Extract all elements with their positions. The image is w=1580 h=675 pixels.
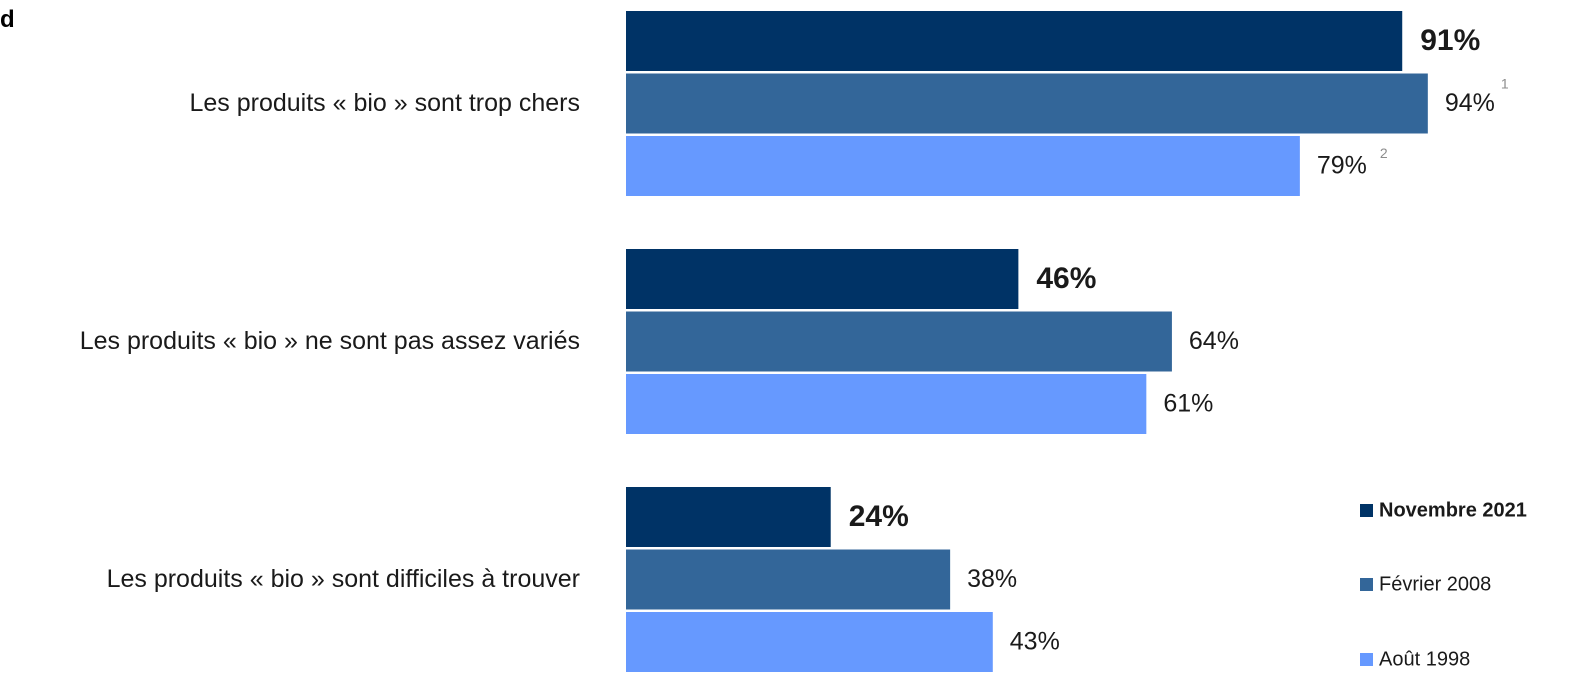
data-label: 94%	[1445, 89, 1495, 117]
corner-text: d	[0, 6, 15, 33]
legend-label: Novembre 2021	[1379, 499, 1527, 521]
legend-swatch	[1360, 653, 1373, 666]
bar	[626, 249, 1019, 309]
bar	[626, 311, 1172, 372]
footnote-marker: 1	[1501, 76, 1509, 92]
legend-swatch	[1360, 504, 1373, 517]
bar	[626, 549, 951, 610]
category-label: Les produits « bio » sont trop chers	[189, 89, 580, 117]
data-label: 61%	[1163, 390, 1213, 418]
category-label: Les produits « bio » sont difficiles à t…	[107, 565, 580, 593]
bar	[626, 11, 1403, 71]
legend-label: Février 2008	[1379, 573, 1491, 595]
bar	[626, 136, 1300, 196]
data-label: 24%	[849, 500, 909, 533]
bar	[626, 374, 1147, 434]
legend-swatch	[1360, 578, 1373, 591]
data-label: 91%	[1420, 24, 1480, 57]
bar	[626, 612, 993, 672]
category-label: Les produits « bio » ne sont pas assez v…	[80, 327, 580, 355]
data-label: 46%	[1036, 262, 1096, 295]
data-label: 38%	[967, 565, 1017, 593]
data-label: 79%	[1317, 152, 1367, 180]
footnote-marker: 2	[1380, 145, 1388, 161]
data-label: 43%	[1010, 628, 1060, 656]
bar	[626, 487, 831, 547]
data-label: 64%	[1189, 327, 1239, 355]
legend-label: Août 1998	[1379, 648, 1470, 670]
bar	[626, 73, 1428, 134]
